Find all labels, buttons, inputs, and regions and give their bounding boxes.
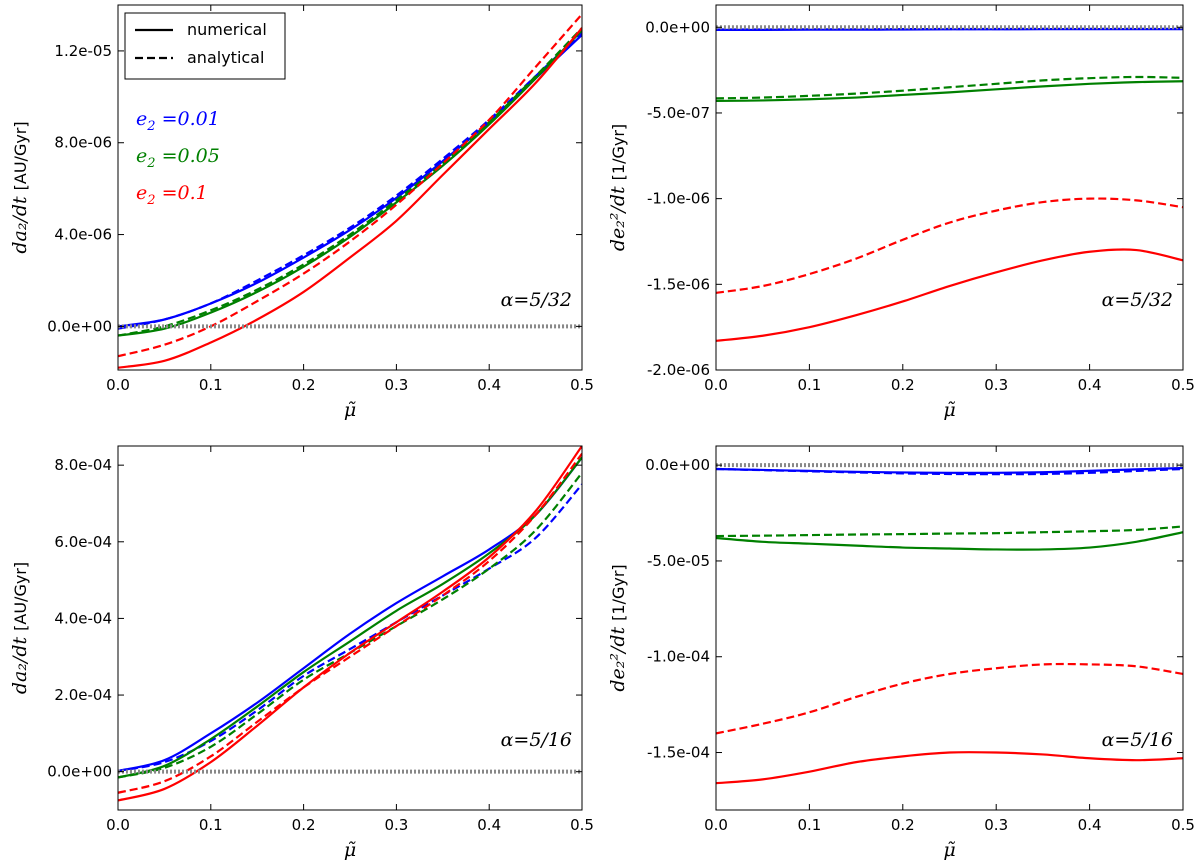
y-tick-label: -1.0e-06 (647, 190, 710, 208)
panel-bottom-right: 0.0 0.1 0.2 0.3 0.4 0.5 0.0e+00 -5.0e-05 -1.0e-0… (607, 445, 1195, 861)
y-tick-label: 8.0e-04 (54, 456, 112, 474)
legend-label: numerical (187, 20, 267, 39)
y-tick-label: 4.0e-06 (54, 226, 112, 244)
panel-top-left: 0.0 0.1 0.2 0.3 0.4 0.5 0.0e+00 4.0e-06 8.0e-06 1… (9, 4, 594, 421)
x-tick-label: 0.5 (570, 376, 594, 394)
series-line-e2-0-1-analytical (118, 13, 582, 358)
y-tick-label: -1.0e-04 (647, 648, 710, 666)
y-tick-label: 4.0e-04 (54, 609, 112, 627)
plot-frame (715, 445, 1184, 811)
y-tick-label: 0.0e+00 (47, 317, 112, 335)
x-tick-label: 0.1 (797, 816, 821, 834)
series-line-e2-0-1-analytical (716, 662, 1183, 735)
x-tick-label: 0.4 (477, 816, 501, 834)
y-tick-label: -5.0e-05 (647, 552, 710, 570)
x-tick-label: 0.2 (891, 816, 915, 834)
e2-label: e2 =0.01 (136, 108, 220, 134)
x-axis-label: μ̃ (943, 839, 955, 861)
x-tick-label: 0.0 (106, 816, 130, 834)
alpha-annotation: α=5/16 (501, 729, 572, 751)
y-axis-label: de₂²/dt[1/Gyr] (607, 124, 629, 251)
plot-frame (117, 4, 583, 371)
series-line-e2-0-1-analytical (118, 452, 582, 794)
legend-label: analytical (187, 48, 264, 67)
plot-frame (117, 445, 583, 811)
x-tick-label: 0.4 (477, 376, 501, 394)
series-group (716, 25, 1183, 342)
x-tick-label: 0.3 (384, 376, 408, 394)
series-line-e2-0-05-numerical (118, 29, 582, 337)
panel-bottom-left: 0.0 0.1 0.2 0.3 0.4 0.5 0.0e+00 2.0e-04 4.0e-04 6… (9, 445, 594, 861)
x-axis-label: μ̃ (344, 839, 356, 861)
series-line-e2-0-05-analytical (716, 525, 1183, 538)
x-tick-label: 0.5 (1171, 816, 1195, 834)
y-tick-label: 8.0e-06 (54, 134, 112, 152)
x-tick-label: 0.3 (984, 376, 1008, 394)
series-line-e2-0-1-numerical (118, 27, 582, 369)
y-axis-label: de₂²/dt[1/Gyr] (607, 564, 629, 691)
series-line-e2-0-1-analytical (716, 197, 1183, 294)
panel-top-right: 0.0 0.1 0.2 0.3 0.4 0.5 0.0e+00 -5.0e-07 -1.0e-0… (607, 4, 1195, 421)
plot-frame (715, 4, 1184, 371)
y-axis-label: da₂/dt[AU/Gyr] (9, 121, 31, 253)
x-axis-label: μ̃ (943, 399, 955, 421)
e2-label: e2 =0.1 (136, 182, 208, 208)
x-tick-label: 0.0 (704, 376, 728, 394)
alpha-annotation: α=5/16 (1102, 729, 1173, 751)
x-tick-label: 0.2 (891, 376, 915, 394)
legend: numerical analytical (124, 12, 286, 80)
series-line-e2-0-01-analytical (118, 31, 582, 330)
x-tick-label: 0.2 (292, 376, 316, 394)
y-tick-label: 2.0e-04 (54, 686, 112, 704)
x-tick-label: 0.4 (1078, 816, 1102, 834)
series-line-e2-0-05-analytical (118, 27, 582, 337)
series-line-e2-0-1-numerical (716, 751, 1183, 785)
x-tick-label: 0.1 (797, 376, 821, 394)
x-tick-label: 0.2 (292, 816, 316, 834)
y-tick-label: -1.5e-04 (647, 744, 710, 762)
x-tick-label: 0.5 (1171, 376, 1195, 394)
y-tick-label: -2.0e-06 (647, 361, 710, 379)
x-tick-label: 0.5 (570, 816, 594, 834)
series-line-e2-0-01-numerical (118, 34, 582, 328)
y-tick-label: 0.0e+00 (645, 456, 710, 474)
series-line-e2-0-01-analytical (118, 483, 582, 773)
y-tick-label: 0.0e+00 (47, 763, 112, 781)
series-group (118, 446, 582, 802)
series-line-e2-0-05-numerical (716, 80, 1183, 103)
x-tick-label: 0.3 (384, 816, 408, 834)
x-tick-label: 0.3 (984, 816, 1008, 834)
series-line-e2-0-01-analytical (716, 467, 1183, 476)
series-line-e2-0-1-numerical (716, 248, 1183, 342)
y-axis-label: da₂/dt[AU/Gyr] (9, 562, 31, 694)
alpha-annotation: α=5/32 (1102, 289, 1173, 311)
x-tick-label: 0.4 (1078, 376, 1102, 394)
x-tick-label: 0.1 (199, 816, 223, 834)
e2-label: e2 =0.05 (136, 145, 220, 171)
y-tick-label: 6.0e-04 (54, 533, 112, 551)
legend-box (124, 12, 286, 80)
x-tick-label: 0.0 (704, 816, 728, 834)
series-group (118, 13, 582, 369)
x-axis-label: μ̃ (344, 399, 356, 421)
y-tick-label: 1.2e-05 (54, 42, 112, 60)
series-group (716, 463, 1183, 785)
y-tick-label: 0.0e+00 (645, 18, 710, 36)
series-line-e2-0-05-numerical (716, 531, 1183, 551)
series-line-e2-0-01-numerical (118, 456, 582, 772)
x-tick-label: 0.0 (106, 376, 130, 394)
x-tick-label: 0.1 (199, 376, 223, 394)
series-line-e2-0-05-analytical (716, 75, 1183, 100)
y-tick-label: -5.0e-07 (647, 104, 710, 122)
alpha-annotation: α=5/32 (501, 289, 572, 311)
y-tick-label: -1.5e-06 (647, 275, 710, 293)
